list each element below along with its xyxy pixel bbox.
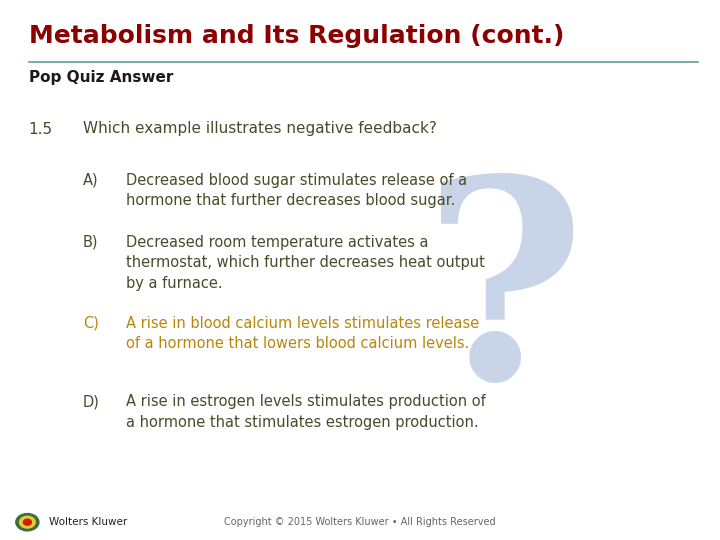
Circle shape (16, 514, 39, 531)
Text: Copyright © 2015 Wolters Kluwer • All Rights Reserved: Copyright © 2015 Wolters Kluwer • All Ri… (224, 517, 496, 527)
Circle shape (23, 519, 32, 525)
Text: Metabolism and Its Regulation (cont.): Metabolism and Its Regulation (cont.) (29, 24, 564, 48)
Text: A): A) (83, 173, 99, 188)
Text: Wolters Kluwer: Wolters Kluwer (49, 517, 127, 527)
Text: A rise in estrogen levels stimulates production of
a hormone that stimulates est: A rise in estrogen levels stimulates pro… (126, 394, 486, 430)
Text: Which example illustrates negative feedback?: Which example illustrates negative feedb… (83, 122, 436, 137)
Text: Pop Quiz Answer: Pop Quiz Answer (29, 70, 174, 85)
Text: D): D) (83, 394, 99, 409)
Text: Decreased blood sugar stimulates release of a
hormone that further decreases blo: Decreased blood sugar stimulates release… (126, 173, 467, 208)
Text: ?: ? (423, 168, 585, 437)
Text: Decreased room temperature activates a
thermostat, which further decreases heat : Decreased room temperature activates a t… (126, 235, 485, 291)
Text: C): C) (83, 316, 99, 331)
Text: 1.5: 1.5 (29, 122, 53, 137)
Circle shape (19, 516, 35, 528)
Text: B): B) (83, 235, 99, 250)
Text: A rise in blood calcium levels stimulates release
of a hormone that lowers blood: A rise in blood calcium levels stimulate… (126, 316, 480, 352)
